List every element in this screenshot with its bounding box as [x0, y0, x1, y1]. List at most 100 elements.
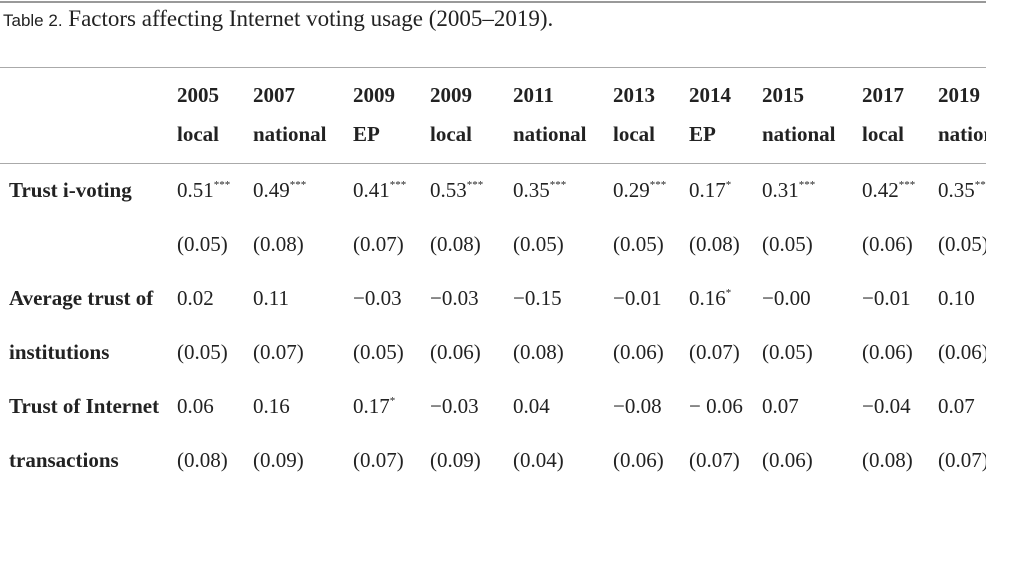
header-row: 2005 local 2007 national 2009 EP 2009 local 2011…: [0, 67, 986, 164]
cell-value: 0.42: [862, 178, 899, 202]
table-cell: −0.03: [430, 380, 513, 434]
cell-value: 0.16: [253, 394, 290, 418]
cell-value: (0.05): [177, 232, 228, 256]
cell-value: 0.53: [430, 178, 467, 202]
cell-value: 0.07: [938, 394, 975, 418]
column-header: 2015 national: [762, 68, 862, 164]
significance-mark: *: [725, 179, 732, 191]
table-cell: 0.07: [762, 380, 862, 434]
cell-value: 0.17: [353, 394, 390, 418]
column-header: 2013 local: [613, 68, 689, 164]
table-cell: 0.35***: [513, 164, 613, 219]
table-cell: −0.03: [430, 272, 513, 326]
cell-value: (0.06): [762, 448, 813, 472]
table-cell: 0.04: [513, 380, 613, 434]
cell-value: (0.07): [253, 340, 304, 364]
table-cell: (0.06): [613, 434, 689, 488]
column-header: 2019 national: [938, 68, 986, 164]
column-type: local: [613, 122, 655, 146]
table-cell: (0.08): [177, 434, 253, 488]
cell-value: (0.05): [613, 232, 664, 256]
table-cell: (0.05): [177, 326, 253, 380]
cell-value: (0.06): [862, 340, 913, 364]
table-cell: (0.06): [762, 434, 862, 488]
cell-value: 0.02: [177, 286, 214, 310]
row-label: Trust of Internet: [0, 380, 177, 434]
significance-mark: ***: [549, 179, 567, 191]
table-cell: (0.08): [513, 326, 613, 380]
column-year: 2007: [253, 83, 295, 107]
table-cell: −0.03: [353, 272, 430, 326]
table-row: Trust of Internet 0.06 0.16 0.17* −0.03 0.04 −…: [0, 380, 986, 434]
cell-value: 0.10: [938, 286, 975, 310]
table-cell: −0.00: [762, 272, 862, 326]
column-header: 2017 local: [862, 68, 938, 164]
row-label-text: Average trust of: [9, 286, 154, 310]
cell-value: 0.04: [513, 394, 550, 418]
cell-value: (0.08): [862, 448, 913, 472]
table-cell: 0.06: [177, 380, 253, 434]
results-table: 2005 local 2007 national 2009 EP 2009 local 2011…: [0, 67, 986, 488]
table-cell: (0.09): [253, 434, 353, 488]
table-cell: (0.05): [613, 218, 689, 272]
cell-value: 0.35: [513, 178, 550, 202]
table-cell: 0.17*: [689, 164, 762, 219]
table-row: institutions (0.05) (0.07) (0.05) (0.06) (0.0…: [0, 326, 986, 380]
cell-value: 0.35: [938, 178, 975, 202]
row-label: Average trust of: [0, 272, 177, 326]
row-label: transactions: [0, 434, 177, 488]
row-label: Trust i-voting: [0, 164, 177, 219]
table-cell: (0.07): [353, 434, 430, 488]
column-type: EP: [689, 122, 716, 146]
cell-value: 0.31: [762, 178, 799, 202]
significance-mark: ***: [289, 179, 307, 191]
significance-mark: *: [389, 395, 396, 407]
cell-value: 0.41: [353, 178, 390, 202]
caption-label: Table 2.: [3, 11, 63, 30]
column-type: national: [513, 122, 587, 146]
cell-value: −0.04: [862, 394, 911, 418]
table-cell: 0.42***: [862, 164, 938, 219]
cell-value: (0.08): [689, 232, 740, 256]
table-cell: (0.04): [513, 434, 613, 488]
table-cell: 0.10: [938, 272, 986, 326]
column-year: 2009: [430, 83, 472, 107]
cell-value: (0.09): [430, 448, 481, 472]
cell-value: (0.07): [938, 448, 986, 472]
column-header: 2009 EP: [353, 68, 430, 164]
column-type: local: [430, 122, 472, 146]
table-cell: −0.08: [613, 380, 689, 434]
significance-mark: ***: [389, 179, 407, 191]
table-cell: (0.07): [689, 434, 762, 488]
cell-value: (0.05): [177, 340, 228, 364]
table-cell: (0.05): [353, 326, 430, 380]
table-cell: (0.07): [353, 218, 430, 272]
table-cell: (0.08): [430, 218, 513, 272]
column-year: 2013: [613, 83, 655, 107]
table-cell: (0.07): [689, 326, 762, 380]
table-cell: (0.05): [513, 218, 613, 272]
cell-value: (0.06): [613, 340, 664, 364]
cell-value: (0.08): [253, 232, 304, 256]
cell-value: (0.07): [689, 448, 740, 472]
cell-value: (0.06): [862, 232, 913, 256]
table-cell: −0.01: [613, 272, 689, 326]
caption-text: Factors affecting Internet voting usage …: [68, 6, 554, 31]
table-cell: 0.11: [253, 272, 353, 326]
cell-value: −0.15: [513, 286, 562, 310]
table-cell: (0.06): [430, 326, 513, 380]
cell-value: (0.05): [353, 340, 404, 364]
table-cell: 0.29***: [613, 164, 689, 219]
table-cell: −0.01: [862, 272, 938, 326]
row-label: institutions: [0, 326, 177, 380]
cell-value: −0.00: [762, 286, 811, 310]
table-cell: (0.05): [762, 326, 862, 380]
table-cell: (0.05): [762, 218, 862, 272]
cell-value: −0.01: [862, 286, 911, 310]
table-row: Trust i-voting 0.51*** 0.49*** 0.41*** 0.53*…: [0, 164, 986, 219]
cell-value: (0.06): [430, 340, 481, 364]
column-header: 2007 national: [253, 68, 353, 164]
table-cell: (0.08): [253, 218, 353, 272]
cell-value: 0.49: [253, 178, 290, 202]
